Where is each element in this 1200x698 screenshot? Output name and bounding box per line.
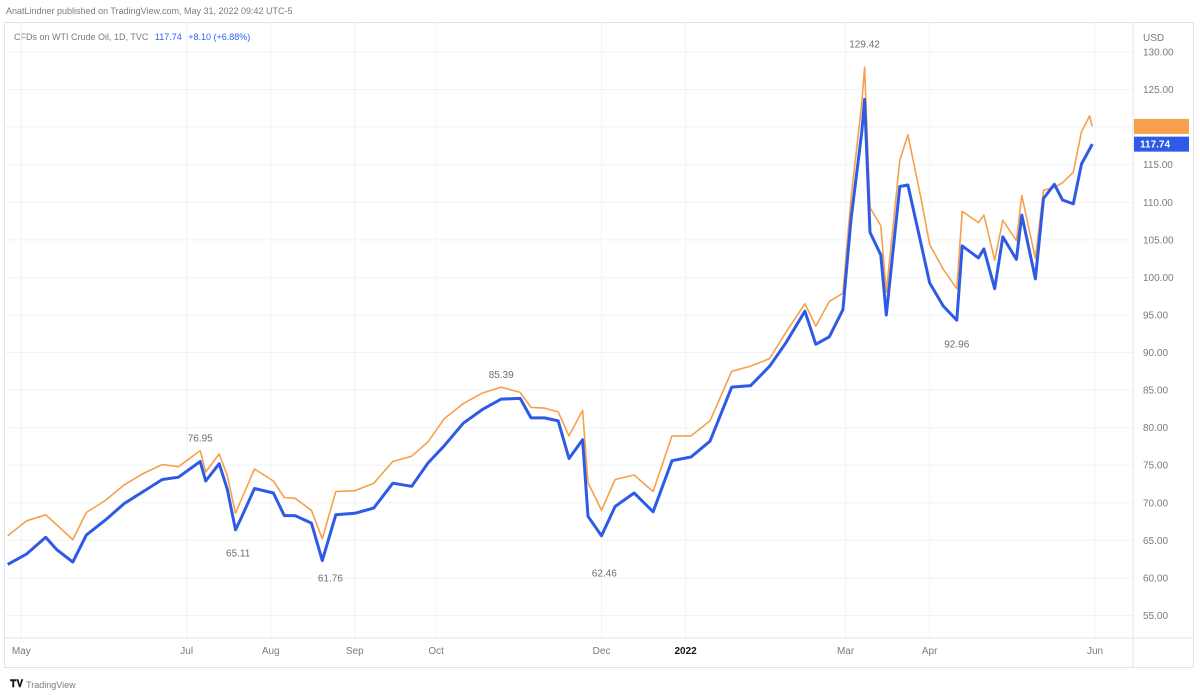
x-tick-label: Dec <box>593 646 611 657</box>
y-tick-label: 125.00 <box>1143 85 1174 96</box>
series-line-blue <box>6 97 1094 566</box>
price-annotation: 62.46 <box>592 568 617 579</box>
price-label-box <box>1134 136 1189 152</box>
series-layer <box>6 66 1094 566</box>
footer: 𝐓𝐕 TradingView <box>10 679 76 690</box>
price-labels: 117.74 <box>1134 118 1189 152</box>
x-tick-label: Mar <box>837 646 855 657</box>
y-tick-label: 60.00 <box>1143 573 1168 584</box>
price-change-value: +8.10 (+6.88%) <box>188 32 251 42</box>
y-tick-label: 75.00 <box>1143 461 1168 472</box>
price-annotation: 76.95 <box>188 434 213 445</box>
y-tick-label: 65.00 <box>1143 536 1168 547</box>
price-label-box <box>1134 118 1189 134</box>
time-axis[interactable]: May Jul Aug Sep Oct Dec 2022 Mar Apr Jun <box>12 646 1103 657</box>
y-tick-label: 105.00 <box>1143 235 1174 246</box>
price-annotation: 61.76 <box>318 574 343 585</box>
chart-legend: CFDs on WTI Crude Oil, 1D, TVC 117.74 +8… <box>14 32 250 42</box>
x-tick-label: May <box>12 646 31 657</box>
y-tick-label: 115.00 <box>1143 160 1173 171</box>
symbol-label: CFDs on WTI Crude Oil, 1D, TVC <box>14 32 149 42</box>
footer-brand: TradingView <box>26 679 76 690</box>
y-tick-label: 90.00 <box>1143 348 1168 359</box>
grid-lines <box>5 22 1133 638</box>
x-tick-label: Sep <box>346 646 364 657</box>
y-tick-label: 95.00 <box>1143 310 1168 321</box>
publish-line: AnatLindner published on TradingView.com… <box>6 6 293 16</box>
tradingview-logo-icon: 𝐓𝐕 <box>10 679 24 690</box>
chart-frame <box>4 22 1194 668</box>
y-tick-label: 70.00 <box>1143 498 1168 509</box>
x-tick-label: Jul <box>180 646 193 657</box>
x-tick-label: 2022 <box>674 646 697 657</box>
price-annotation: 65.11 <box>226 549 251 560</box>
x-tick-label: Oct <box>428 646 444 657</box>
price-annotation: 129.42 <box>849 39 880 50</box>
y-tick-label: 130.00 <box>1143 48 1174 59</box>
currency-label: USD <box>1143 33 1164 44</box>
y-tick-label: 55.00 <box>1143 611 1168 622</box>
y-tick-label: 100.00 <box>1143 273 1174 284</box>
x-tick-label: Aug <box>262 646 280 657</box>
price-annotation: 85.39 <box>489 370 514 381</box>
series-line-orange <box>7 66 1094 541</box>
price-label-text: 117.74 <box>1140 140 1170 151</box>
price-annotation: 92.96 <box>944 339 969 350</box>
annotation-layer: 76.95 65.11 61.76 85.39 62.46 129.42 92.96 <box>188 39 970 584</box>
y-tick-label: 85.00 <box>1143 386 1168 397</box>
y-tick-label: 80.00 <box>1143 423 1168 434</box>
x-tick-label: Apr <box>922 646 938 657</box>
last-price-value: 117.74 <box>154 32 182 42</box>
x-tick-label: Jun <box>1087 646 1103 657</box>
y-tick-label: 110.00 <box>1143 198 1173 209</box>
